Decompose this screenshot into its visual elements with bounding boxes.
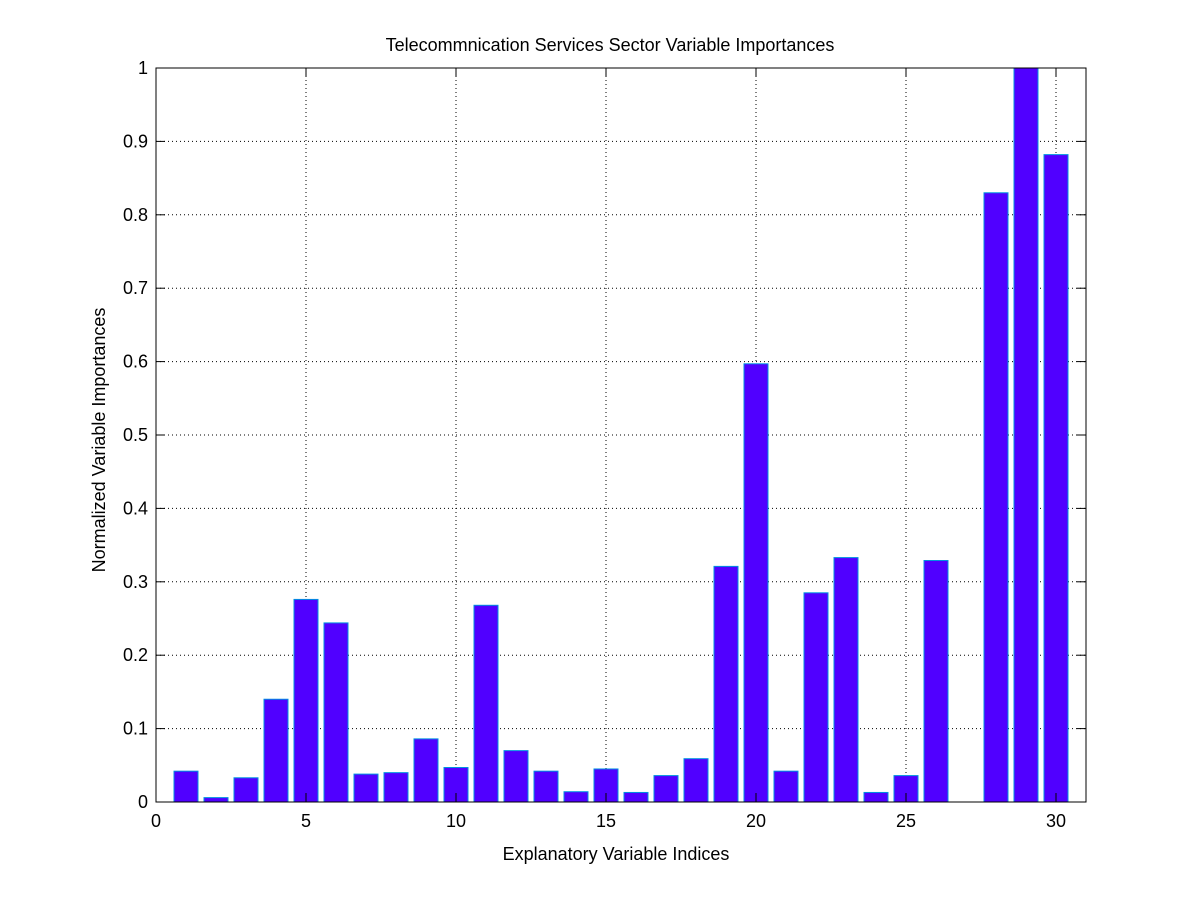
y-tick-label: 0.1 (123, 719, 148, 739)
x-tick-label: 25 (896, 811, 916, 831)
y-tick-labels: 0 0.1 0.2 0.3 0.4 0.5 0.6 0.7 0.8 0.9 1 (123, 58, 148, 812)
grid-lines (156, 68, 1086, 802)
y-tick-label: 0.7 (123, 278, 148, 298)
bar-22 (803, 592, 829, 803)
y-tick-label: 0.4 (123, 498, 148, 518)
bar-9 (413, 738, 439, 803)
bar-8 (383, 772, 409, 803)
bar-2 (203, 797, 229, 803)
bar-18 (683, 758, 709, 803)
x-tick-labels: 0 5 10 15 20 25 30 (151, 811, 1066, 831)
bar-23 (833, 557, 859, 803)
x-tick-label: 30 (1046, 811, 1066, 831)
x-tick-label: 15 (596, 811, 616, 831)
y-axis-label: Normalized Variable Importances (89, 308, 109, 573)
bar-28 (983, 192, 1009, 803)
tick-marks (155, 67, 1086, 803)
bar-26 (923, 560, 949, 803)
x-tick-label: 0 (151, 811, 161, 831)
bar-6 (323, 622, 349, 803)
bar-21 (773, 770, 799, 803)
y-tick-label: 0.5 (123, 425, 148, 445)
bar-7 (353, 773, 379, 803)
bar-17 (653, 775, 679, 803)
bar-20 (743, 363, 769, 803)
bar-11 (473, 604, 499, 803)
bar-24 (863, 791, 889, 803)
x-tick-label: 20 (746, 811, 766, 831)
bar-19 (713, 565, 739, 803)
y-tick-label: 1 (138, 58, 148, 78)
bar-14 (563, 791, 589, 803)
bar-5 (293, 598, 319, 803)
y-tick-label: 0.8 (123, 205, 148, 225)
bar-4 (263, 698, 289, 803)
x-tick-label: 5 (301, 811, 311, 831)
chart-title: Telecommnication Services Sector Variabl… (386, 35, 835, 55)
bar-13 (533, 770, 559, 803)
y-tick-label: 0.3 (123, 572, 148, 592)
bar-12 (503, 750, 529, 803)
bar-29 (1013, 67, 1039, 803)
y-tick-label: 0.2 (123, 645, 148, 665)
y-tick-label: 0 (138, 792, 148, 812)
bar-3 (233, 777, 259, 803)
x-axis-label: Explanatory Variable Indices (503, 844, 730, 864)
y-tick-label: 0.6 (123, 352, 148, 372)
bar-1 (173, 770, 199, 803)
bar-16 (623, 791, 649, 803)
y-tick-label: 0.9 (123, 131, 148, 151)
x-tick-label: 10 (446, 811, 466, 831)
bar-30 (1043, 154, 1069, 803)
